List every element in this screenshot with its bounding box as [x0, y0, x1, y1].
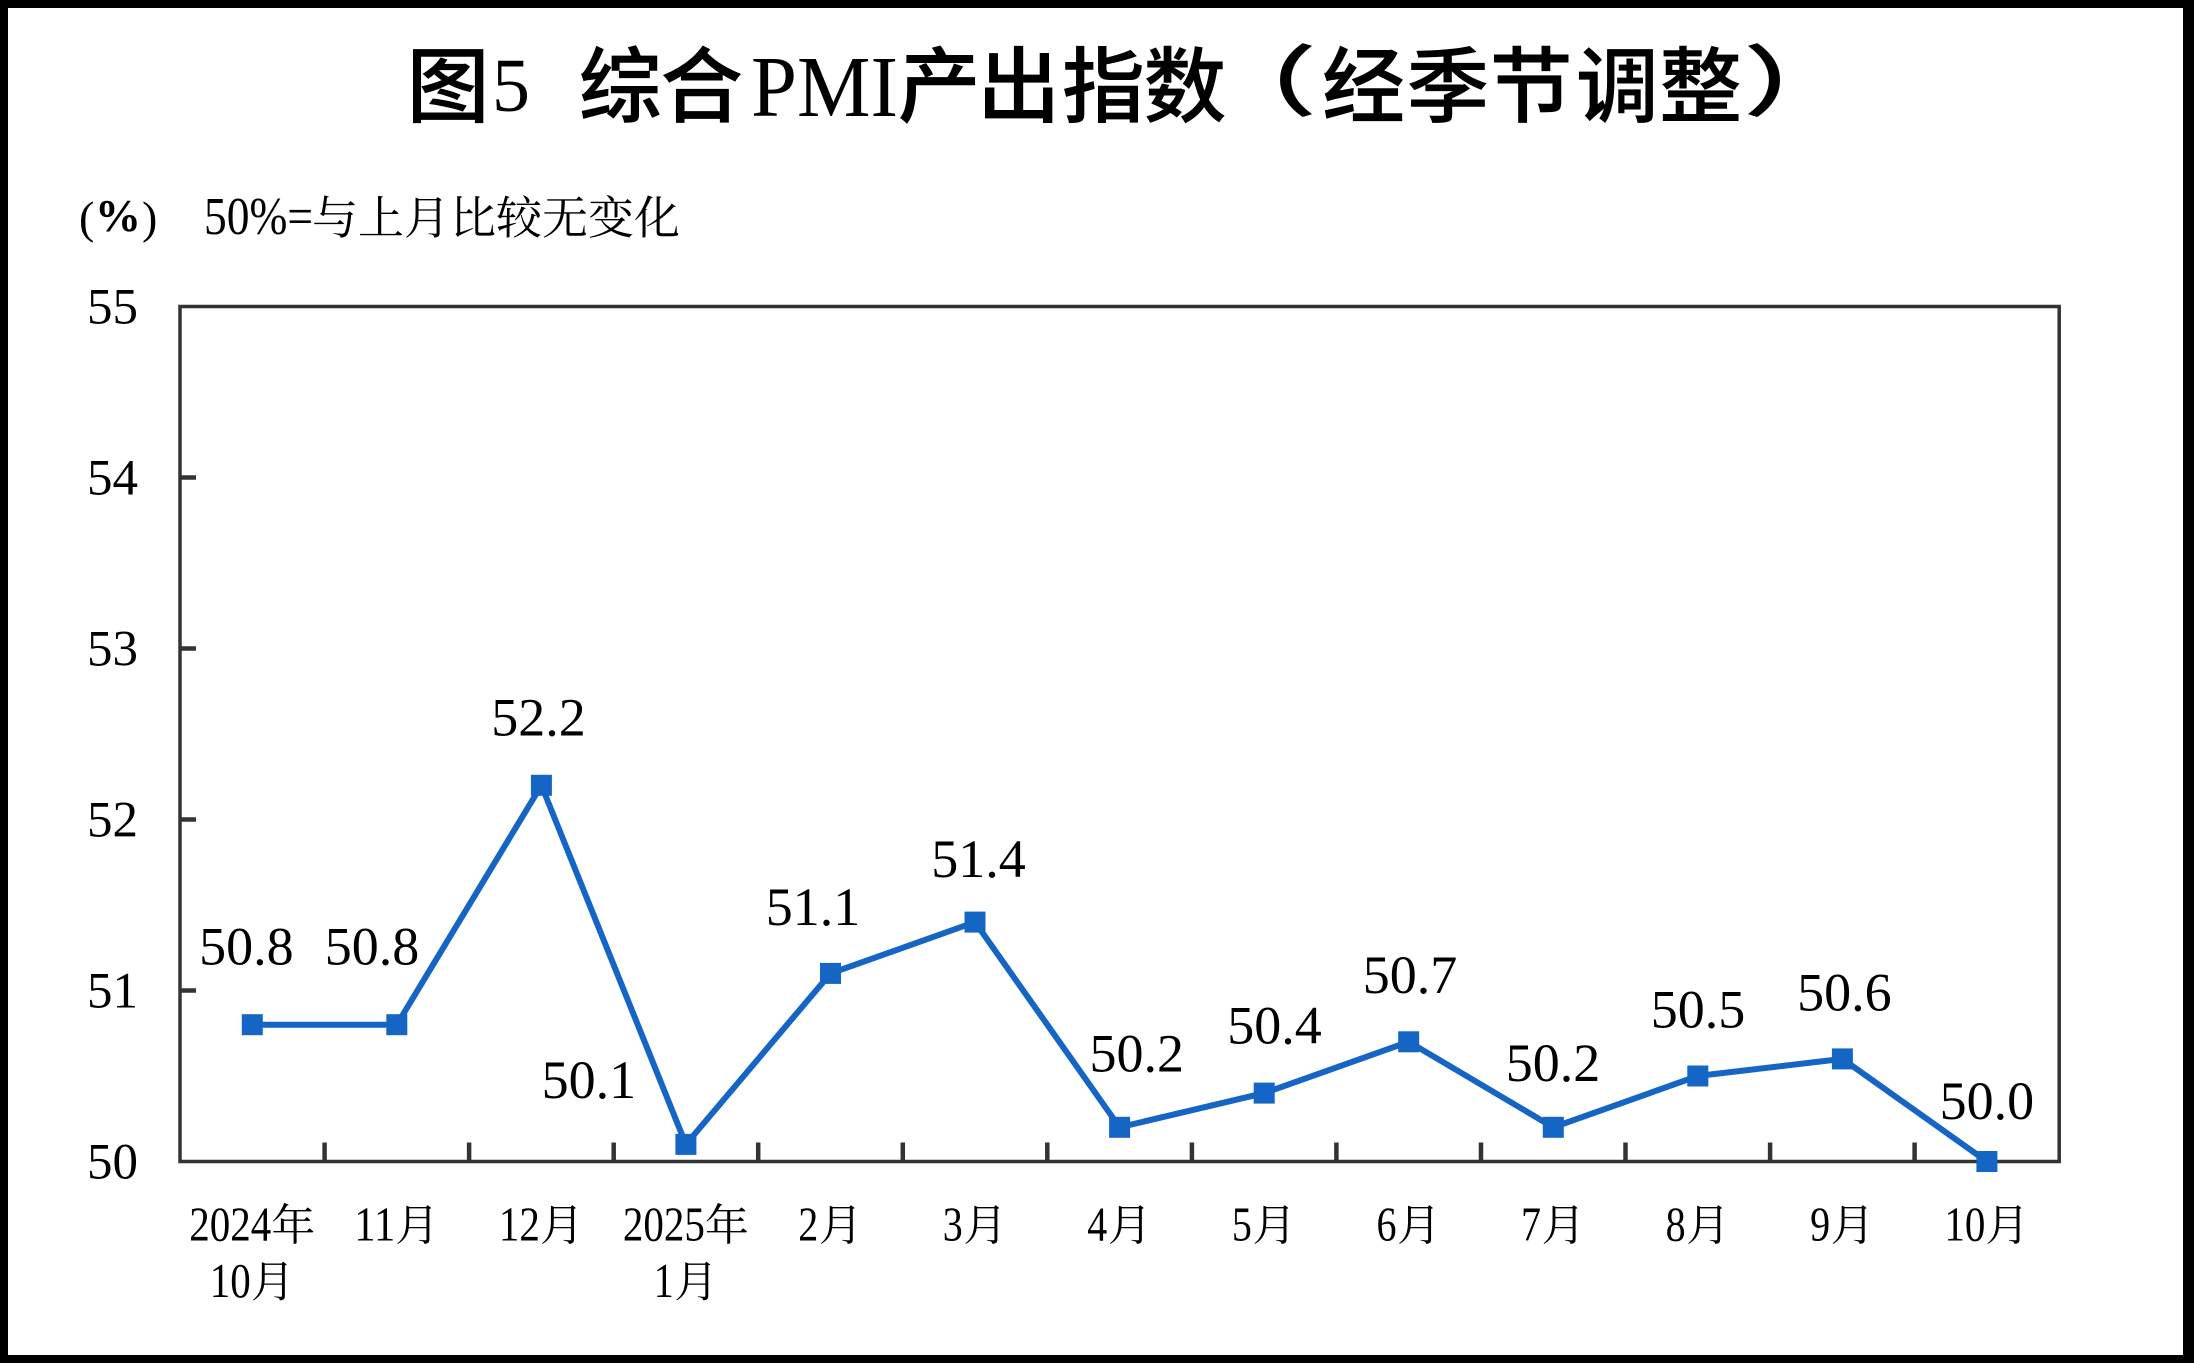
svg-text:2025: 2025	[623, 1197, 705, 1252]
svg-text:5: 5	[1232, 1197, 1252, 1252]
svg-text:PMI: PMI	[751, 38, 898, 135]
svg-text:50.0: 50.0	[1940, 1071, 2035, 1131]
svg-text:50.2: 50.2	[1506, 1033, 1601, 1093]
svg-text:4: 4	[1087, 1197, 1107, 1252]
svg-text:1: 1	[654, 1253, 674, 1308]
svg-text:51.1: 51.1	[766, 877, 861, 937]
svg-text:50: 50	[87, 1135, 138, 1191]
svg-text:50.8: 50.8	[199, 917, 294, 977]
svg-text:50.1: 50.1	[542, 1050, 637, 1110]
svg-text:52: 52	[87, 793, 138, 849]
svg-text:50.5: 50.5	[1651, 980, 1746, 1040]
svg-text:10: 10	[1944, 1197, 1985, 1252]
svg-text:54: 54	[87, 451, 138, 507]
svg-text:%: %	[95, 190, 141, 241]
svg-text:3: 3	[943, 1197, 963, 1252]
svg-text:9: 9	[1810, 1197, 1830, 1252]
svg-text:50%=: 50%=	[204, 188, 313, 246]
svg-text:12: 12	[499, 1197, 540, 1252]
svg-text:7: 7	[1521, 1197, 1541, 1252]
svg-text:50.7: 50.7	[1363, 945, 1458, 1005]
svg-text:50.6: 50.6	[1797, 963, 1892, 1023]
svg-text:): )	[142, 192, 157, 243]
svg-text:51.4: 51.4	[931, 829, 1026, 889]
svg-text:(: (	[79, 192, 94, 243]
svg-text:50.8: 50.8	[325, 917, 420, 977]
svg-text:2024: 2024	[189, 1197, 271, 1252]
svg-text:11: 11	[354, 1197, 395, 1252]
svg-text:5: 5	[492, 44, 530, 128]
svg-text:50.2: 50.2	[1089, 1024, 1184, 1084]
svg-text:6: 6	[1377, 1197, 1397, 1252]
svg-text:8: 8	[1666, 1197, 1686, 1252]
svg-text:55: 55	[87, 280, 138, 336]
svg-text:51: 51	[87, 964, 138, 1020]
svg-text:52.2: 52.2	[491, 688, 586, 748]
svg-text:53: 53	[87, 622, 138, 678]
svg-text:2: 2	[798, 1197, 818, 1252]
svg-text:50.4: 50.4	[1227, 996, 1322, 1056]
svg-text:10: 10	[210, 1253, 251, 1308]
